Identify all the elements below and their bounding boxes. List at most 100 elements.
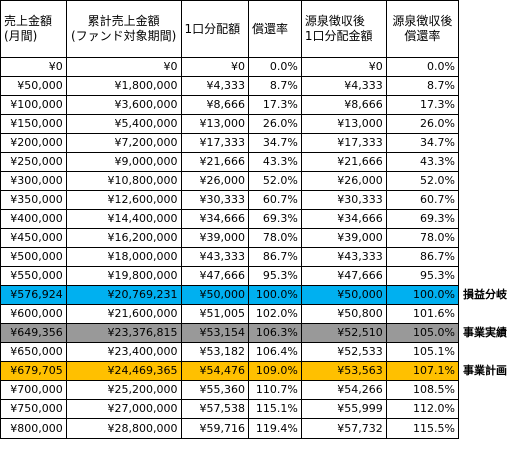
cell-monthly-sales: ¥550,000 [0, 266, 67, 286]
row-note [458, 115, 510, 134]
cell-after-tax-distribution: ¥52,533 [300, 342, 387, 362]
cell-after-tax-redemption-rate: 95.3% [385, 266, 459, 286]
header-line: 1口分配金額 [304, 29, 373, 43]
cell-after-tax-distribution: ¥52,510 [300, 323, 387, 343]
header-distribution-per-unit: 1口分配額 [180, 0, 249, 58]
cell-distribution-per-unit: ¥53,154 [180, 323, 249, 343]
cell-after-tax-distribution: ¥8,666 [300, 95, 387, 115]
table-row: ¥750,000 ¥27,000,000 ¥57,538 115.1% ¥55,999 1… [0, 399, 511, 419]
cell-after-tax-distribution: ¥43,333 [300, 247, 387, 267]
cell-after-tax-distribution: ¥4,333 [300, 76, 387, 96]
row-note [458, 172, 510, 191]
row-note [458, 210, 510, 229]
table-row: ¥550,000 ¥19,800,000 ¥47,666 95.3% ¥47,666 95… [0, 266, 511, 286]
cell-distribution-per-unit: ¥59,716 [180, 418, 249, 439]
cell-redemption-rate: 26.0% [247, 114, 302, 134]
cell-redemption-rate: 110.7% [247, 380, 302, 400]
cell-after-tax-redemption-rate: 108.5% [385, 380, 459, 400]
row-note [458, 134, 510, 153]
cell-distribution-per-unit: ¥51,005 [180, 304, 249, 324]
cell-after-tax-redemption-rate: 100.0% [385, 285, 459, 305]
cell-after-tax-distribution: ¥57,732 [300, 418, 387, 439]
row-note [458, 96, 510, 115]
cell-monthly-sales: ¥350,000 [0, 190, 67, 210]
header-line: 累計売上金額 [87, 14, 160, 28]
cell-cumulative-sales: ¥3,600,000 [65, 95, 182, 115]
cell-after-tax-distribution: ¥50,000 [300, 285, 387, 305]
cell-distribution-per-unit: ¥50,000 [180, 285, 249, 305]
cell-monthly-sales: ¥0 [0, 57, 67, 77]
table-row: ¥50,000 ¥1,800,000 ¥4,333 8.7% ¥4,333 8.7% [0, 76, 511, 96]
header-line: 1口分配額 [184, 21, 241, 36]
cell-after-tax-redemption-rate: 52.0% [385, 171, 459, 191]
table-row: ¥576,924 ¥20,769,231 ¥50,000 100.0% ¥50,000 1… [0, 285, 511, 305]
cell-after-tax-redemption-rate: 86.7% [385, 247, 459, 267]
cell-cumulative-sales: ¥20,769,231 [65, 285, 182, 305]
cell-distribution-per-unit: ¥26,000 [180, 171, 249, 191]
cell-after-tax-redemption-rate: 0.0% [385, 57, 459, 77]
cell-monthly-sales: ¥600,000 [0, 304, 67, 324]
cell-distribution-per-unit: ¥0 [180, 57, 249, 77]
cell-cumulative-sales: ¥10,800,000 [65, 171, 182, 191]
row-note [458, 248, 510, 267]
header-after-tax-distribution: 源泉徴収後 1口分配金額 [300, 0, 387, 58]
table-row: ¥0 ¥0 ¥0 0.0% ¥0 0.0% [0, 57, 511, 77]
cell-redemption-rate: 106.3% [247, 323, 302, 343]
header-line: (ファンド対象期間) [70, 29, 177, 43]
cell-cumulative-sales: ¥0 [65, 57, 182, 77]
cell-distribution-per-unit: ¥8,666 [180, 95, 249, 115]
row-note [458, 419, 510, 439]
header-line: 償還率 [404, 29, 441, 43]
cell-redemption-rate: 78.0% [247, 228, 302, 248]
header-line: 売上金額 [4, 14, 53, 28]
cell-after-tax-distribution: ¥53,563 [300, 361, 387, 381]
header-redemption-rate: 償還率 [247, 0, 302, 58]
cell-redemption-rate: 43.3% [247, 152, 302, 172]
cell-after-tax-distribution: ¥47,666 [300, 266, 387, 286]
table-row: ¥649,356 ¥23,376,815 ¥53,154 106.3% ¥52,510 1… [0, 323, 511, 343]
header-line: 償還率 [251, 21, 288, 36]
cell-redemption-rate: 119.4% [247, 418, 302, 439]
cell-redemption-rate: 109.0% [247, 361, 302, 381]
row-note [458, 191, 510, 210]
row-note: 事業計画 [462, 364, 507, 377]
cell-after-tax-distribution: ¥26,000 [300, 171, 387, 191]
table-row: ¥300,000 ¥10,800,000 ¥26,000 52.0% ¥26,000 52… [0, 171, 511, 191]
header-after-tax-redemption-rate: 源泉徴収後 償還率 [385, 0, 459, 58]
table-row: ¥679,705 ¥24,469,365 ¥54,476 109.0% ¥53,563 1… [0, 361, 511, 381]
table-row: ¥800,000 ¥28,800,000 ¥59,716 119.4% ¥57,732 1… [0, 418, 511, 439]
cell-redemption-rate: 0.0% [247, 57, 302, 77]
cell-cumulative-sales: ¥14,400,000 [65, 209, 182, 229]
cell-after-tax-redemption-rate: 69.3% [385, 209, 459, 229]
cell-monthly-sales: ¥679,705 [0, 361, 67, 381]
cell-cumulative-sales: ¥23,376,815 [65, 323, 182, 343]
cell-monthly-sales: ¥50,000 [0, 76, 67, 96]
cell-distribution-per-unit: ¥47,666 [180, 266, 249, 286]
cell-distribution-per-unit: ¥53,182 [180, 342, 249, 362]
cell-cumulative-sales: ¥23,400,000 [65, 342, 182, 362]
header-line: (月間) [4, 29, 38, 43]
header-row: 売上金額 (月間) 累計売上金額 (ファンド対象期間) 1口分配額 償還率 源泉徴収… [0, 0, 511, 58]
cell-distribution-per-unit: ¥21,666 [180, 152, 249, 172]
cell-cumulative-sales: ¥28,800,000 [65, 418, 182, 439]
cell-after-tax-redemption-rate: 115.5% [385, 418, 459, 439]
header-line: 源泉徴収後 [304, 14, 365, 28]
cell-cumulative-sales: ¥27,000,000 [65, 399, 182, 419]
cell-cumulative-sales: ¥18,000,000 [65, 247, 182, 267]
cell-cumulative-sales: ¥16,200,000 [65, 228, 182, 248]
cell-after-tax-distribution: ¥30,333 [300, 190, 387, 210]
cell-distribution-per-unit: ¥13,000 [180, 114, 249, 134]
cell-redemption-rate: 8.7% [247, 76, 302, 96]
cell-after-tax-redemption-rate: 78.0% [385, 228, 459, 248]
cell-redemption-rate: 95.3% [247, 266, 302, 286]
cell-cumulative-sales: ¥24,469,365 [65, 361, 182, 381]
cell-monthly-sales: ¥400,000 [0, 209, 67, 229]
cell-distribution-per-unit: ¥43,333 [180, 247, 249, 267]
cell-after-tax-distribution: ¥39,000 [300, 228, 387, 248]
cell-redemption-rate: 115.1% [247, 399, 302, 419]
cell-cumulative-sales: ¥7,200,000 [65, 133, 182, 153]
cell-distribution-per-unit: ¥17,333 [180, 133, 249, 153]
row-note [458, 343, 510, 362]
cell-redemption-rate: 52.0% [247, 171, 302, 191]
cell-distribution-per-unit: ¥39,000 [180, 228, 249, 248]
